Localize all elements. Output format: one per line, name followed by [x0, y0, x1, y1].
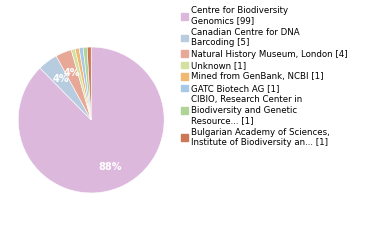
- Wedge shape: [75, 48, 91, 120]
- Wedge shape: [40, 56, 91, 120]
- Text: 4%: 4%: [52, 74, 69, 84]
- Legend: Centre for Biodiversity
Genomics [99], Canadian Centre for DNA
Barcoding [5], Na: Centre for Biodiversity Genomics [99], C…: [179, 4, 350, 149]
- Text: 4%: 4%: [63, 68, 80, 78]
- Wedge shape: [18, 47, 164, 193]
- Wedge shape: [83, 47, 91, 120]
- Text: 88%: 88%: [99, 162, 122, 172]
- Wedge shape: [87, 47, 91, 120]
- Wedge shape: [79, 48, 91, 120]
- Wedge shape: [71, 49, 91, 120]
- Wedge shape: [56, 50, 91, 120]
